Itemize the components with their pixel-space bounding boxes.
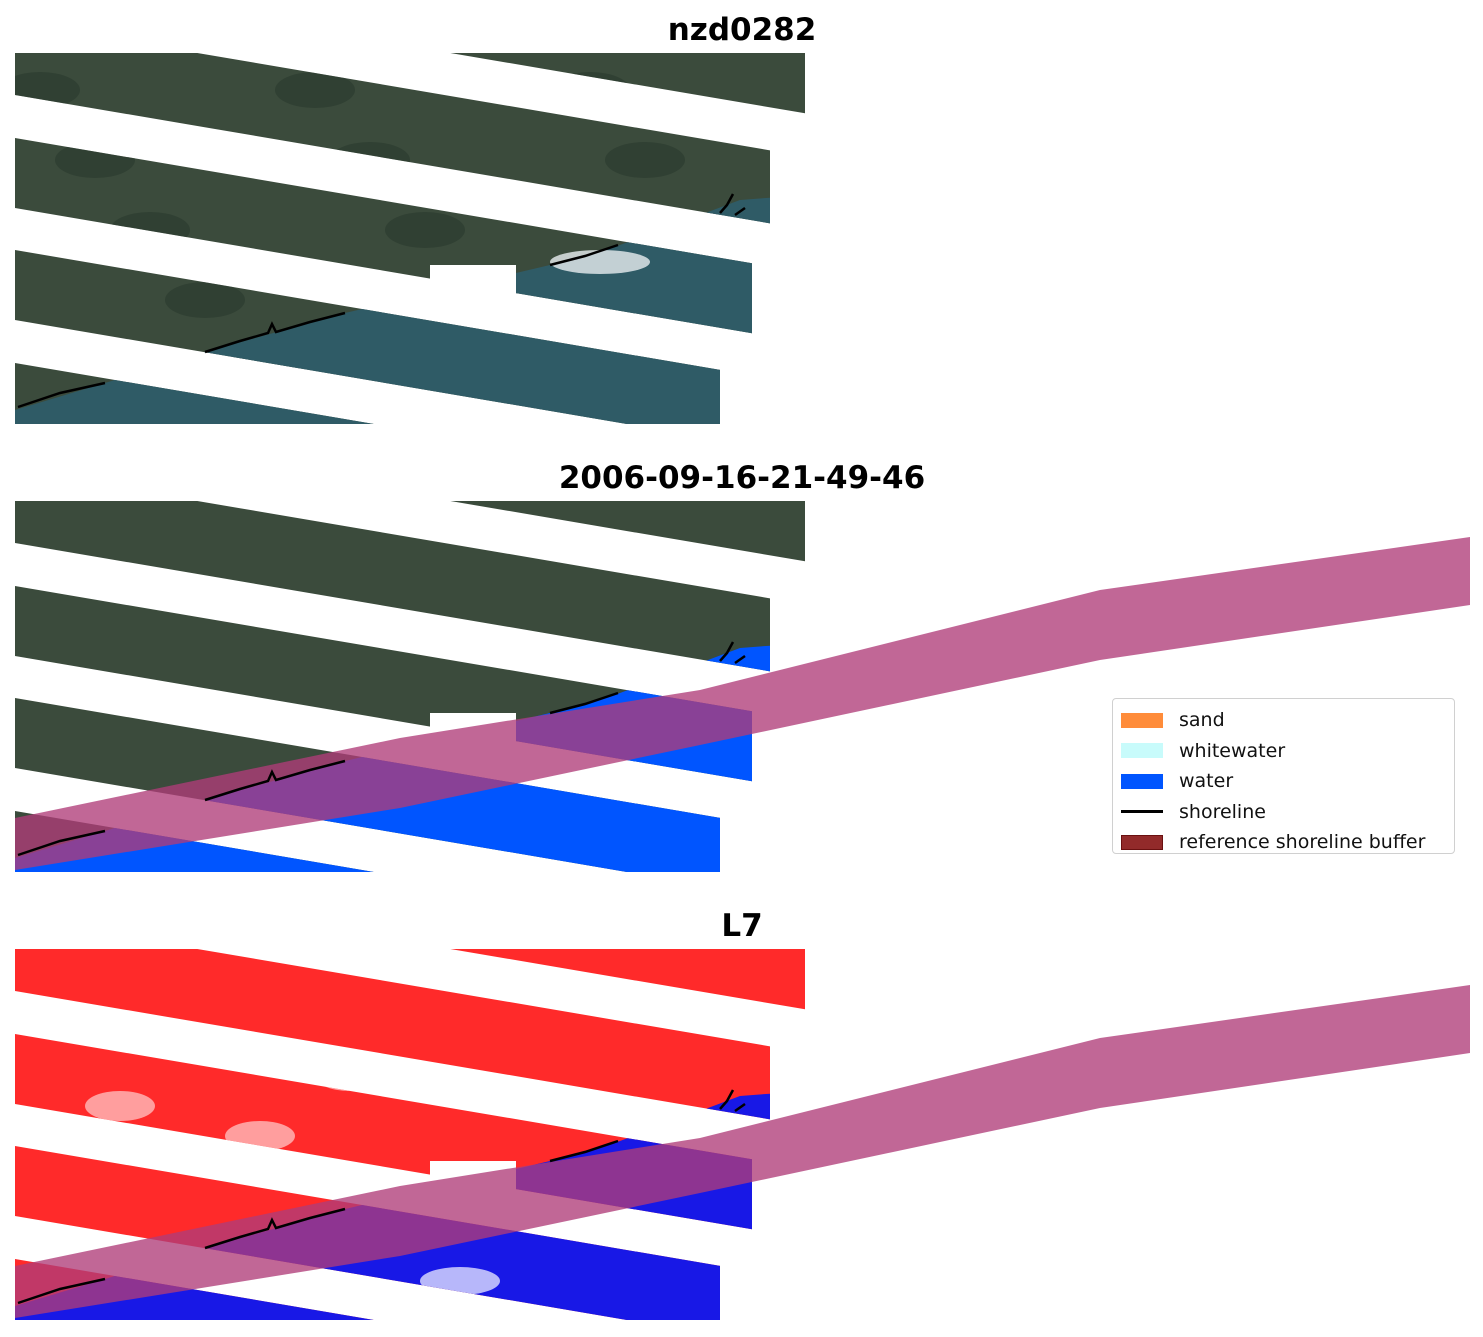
whitewater-swatch (1121, 743, 1163, 759)
legend-label: water (1179, 770, 1234, 793)
shoreline (719, 193, 735, 214)
legend-label: whitewater (1179, 739, 1286, 762)
satellite-image (15, 53, 805, 424)
legend: sand whitewater water shoreline referenc… (1112, 698, 1455, 854)
panel-title: 2006-09-16-21-49-46 (559, 460, 925, 496)
shoreline (734, 654, 746, 665)
legend-label: sand (1179, 709, 1225, 732)
shoreline (204, 311, 346, 354)
panel-title: nzd0282 (668, 12, 817, 48)
shoreline (549, 691, 619, 715)
legend-item-sand: sand (1121, 705, 1446, 736)
legend-item-shoreline: shoreline (1121, 797, 1446, 828)
shoreline (17, 829, 106, 857)
legend-label: reference shoreline buffer (1179, 831, 1426, 854)
water-swatch (1121, 773, 1163, 789)
shoreline (734, 1102, 746, 1113)
buffer-swatch (1121, 834, 1163, 850)
no-data-gap (430, 265, 516, 295)
panel-title: L7 (721, 908, 762, 944)
legend-item-whitewater: whitewater (1121, 736, 1446, 767)
shoreline (719, 1089, 735, 1110)
panel-3: L7 (15, 908, 1470, 1320)
shoreline (549, 1139, 619, 1163)
reference-shoreline-buffer (15, 985, 1470, 1318)
sand-swatch (1121, 712, 1163, 728)
legend-item-buffer: reference shoreline buffer (1121, 827, 1446, 858)
shoreline (17, 1277, 106, 1305)
shoreline (719, 641, 735, 662)
legend-item-water: water (1121, 766, 1446, 797)
shoreline (204, 759, 346, 802)
reference-shoreline-buffer (15, 537, 1470, 870)
shoreline (204, 1207, 346, 1250)
shoreline (549, 243, 619, 267)
shoreline (734, 206, 746, 217)
legend-label: shoreline (1179, 800, 1266, 823)
panel-1: nzd0282 (15, 12, 817, 424)
shoreline-line-swatch (1121, 810, 1163, 814)
shoreline (17, 381, 106, 409)
